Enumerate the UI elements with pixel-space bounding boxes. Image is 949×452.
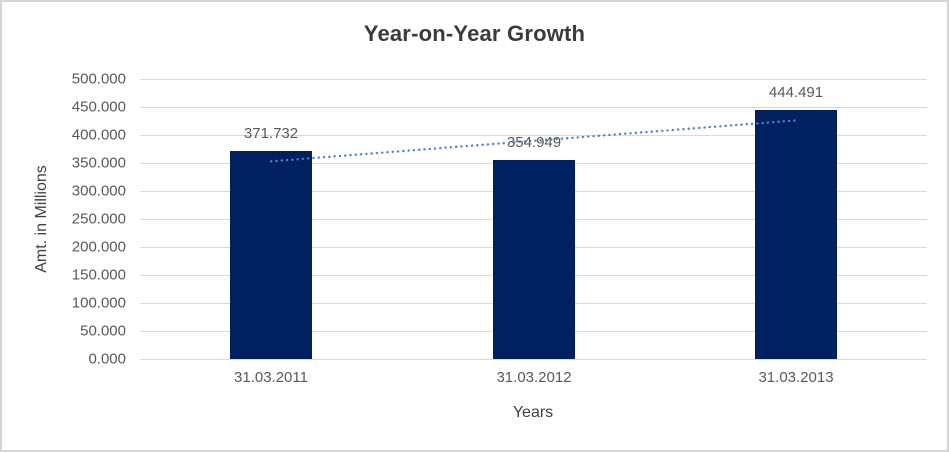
y-tick-label: 50.000 (80, 322, 126, 340)
bar-31.03.2012 (493, 160, 575, 359)
y-tick-label: 500.000 (71, 70, 126, 88)
x-tick-label: 31.03.2013 (758, 369, 834, 386)
gridline (140, 359, 927, 360)
y-axis-tick-labels: 0.000 50.000 100.000 150.000 200.000 250.000 3… (2, 71, 126, 368)
x-axis-tick-labels: 31.03.2011 31.03.2012 31.03.2013 (140, 369, 927, 389)
bar-31.03.2013 (755, 110, 837, 359)
y-tick-label: 150.000 (71, 266, 126, 284)
y-tick-label: 300.000 (71, 182, 126, 200)
y-tick-label: 100.000 (71, 294, 126, 312)
x-tick-label: 31.03.2011 (234, 369, 308, 386)
data-label: 371.732 (243, 125, 299, 142)
x-axis-title: Years (512, 404, 554, 421)
y-tick-label: 250.000 (71, 210, 126, 228)
trendline (269, 119, 797, 163)
x-tick-label: 31.03.2012 (496, 369, 572, 386)
y-tick-label: 0.000 (88, 350, 126, 368)
bar-31.03.2011 (230, 151, 312, 359)
y-tick-label: 400.000 (71, 126, 126, 144)
chart-title: Year-on-Year Growth (363, 21, 586, 46)
gridline (140, 79, 927, 80)
gridline (140, 107, 927, 108)
plot-area: 371.732 354.949 444.491 (140, 79, 927, 360)
y-tick-label: 350.000 (71, 154, 126, 172)
y-tick-label: 200.000 (71, 238, 126, 256)
y-tick-label: 450.000 (71, 98, 126, 116)
gridline (140, 135, 927, 136)
data-label: 354.949 (506, 134, 562, 151)
data-label: 444.491 (768, 84, 824, 101)
